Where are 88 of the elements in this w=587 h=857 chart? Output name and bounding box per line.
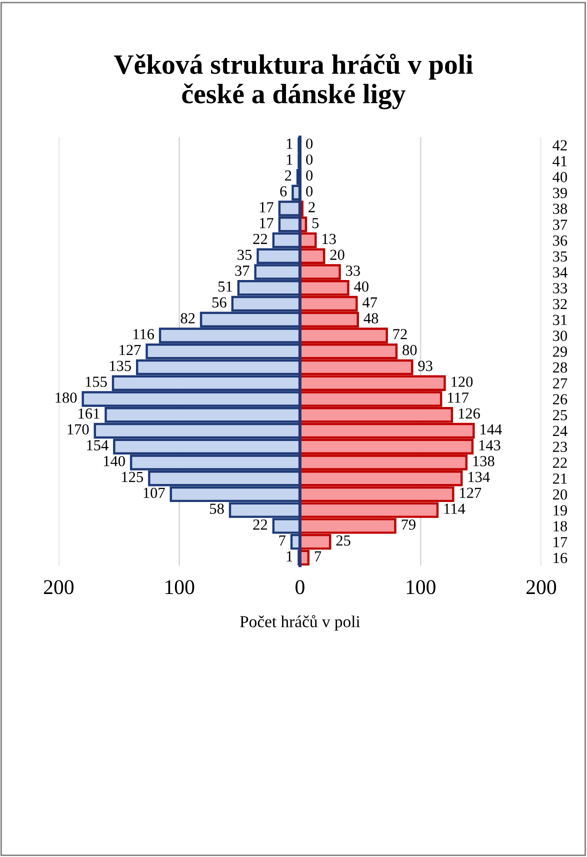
data-label: 22 <box>253 234 268 244</box>
data-label: 138 <box>473 456 494 466</box>
data-label: 6 <box>280 186 287 196</box>
y-tick-label: 29 <box>552 346 567 357</box>
data-label: 20 <box>330 250 344 260</box>
data-label: 33 <box>346 266 360 276</box>
data-label: 2 <box>285 170 292 180</box>
data-label: 0 <box>306 138 313 149</box>
data-label: 0 <box>306 186 313 196</box>
data-label: 17 <box>260 218 274 228</box>
y-tick-label: 32 <box>553 298 567 310</box>
x-tick-label: 200 <box>526 580 556 594</box>
y-tick-label: 20 <box>552 489 568 500</box>
data-label: 17 <box>260 202 274 212</box>
data-label: 114 <box>444 504 466 514</box>
y-tick-label: 17 <box>554 537 568 548</box>
data-label: 170 <box>68 424 89 435</box>
y-tick-label: 22 <box>552 458 567 468</box>
data-label: 13 <box>322 234 336 244</box>
data-label: 144 <box>480 424 502 434</box>
data-label: 22 <box>253 520 268 530</box>
data-label: 161 <box>78 408 100 419</box>
data-label: 1 <box>286 138 292 149</box>
data-label: 47 <box>362 297 378 308</box>
data-label: 80 <box>402 344 417 356</box>
data-label: 37 <box>235 266 250 276</box>
data-label: 135 <box>110 360 131 372</box>
data-label: 120 <box>452 376 473 387</box>
y-tick-label: 41 <box>552 156 567 166</box>
y-tick-label: 25 <box>552 410 568 420</box>
data-label: 140 <box>104 456 125 466</box>
data-label: 5 <box>312 218 319 228</box>
data-label: 93 <box>418 360 432 372</box>
data-label: 180 <box>56 392 77 403</box>
data-label: 143 <box>479 440 500 450</box>
y-tick-label: 26 <box>552 394 568 404</box>
x-tick-label: 200 <box>44 580 74 594</box>
data-label: 0 <box>306 154 313 165</box>
y-tick-label: 27 <box>552 378 568 388</box>
data-label: 125 <box>122 472 144 482</box>
data-label: 1 <box>286 551 292 562</box>
y-tick-label: 37 <box>553 220 568 230</box>
data-label: 155 <box>86 376 107 387</box>
y-tick-label: 30 <box>553 330 568 341</box>
chart-title: Věková struktura hráčů v poli české a dánské ligy <box>114 54 473 110</box>
data-label: 1 <box>286 154 292 165</box>
data-label: 7 <box>314 551 322 562</box>
data-label: 82 <box>180 313 195 324</box>
x-tick-label: 100 <box>406 580 436 594</box>
y-tick-label: 36 <box>553 235 568 246</box>
data-label: 51 <box>218 281 232 292</box>
y-tick-label: 40 <box>552 172 568 182</box>
data-label: 25 <box>336 535 350 546</box>
x-tick-label: 100 <box>166 580 194 594</box>
data-label: 40 <box>354 281 368 292</box>
y-tick-label: 34 <box>553 267 568 278</box>
data-label: 48 <box>364 313 378 324</box>
y-tick-label: 28 <box>552 362 568 373</box>
y-tick-label: 35 <box>553 251 568 262</box>
data-label: 7 <box>279 535 286 546</box>
data-label: 116 <box>133 329 154 340</box>
data-label: 134 <box>468 472 490 482</box>
y-tick-label: 23 <box>552 442 568 452</box>
y-tick-label: 39 <box>553 188 567 198</box>
data-label: 79 <box>402 520 416 530</box>
data-label: 0 <box>306 170 313 181</box>
y-tick-label: 18 <box>554 521 568 532</box>
data-label: 117 <box>448 392 469 403</box>
y-tick-label: 16 <box>554 552 568 564</box>
data-label: 2 <box>308 202 315 212</box>
x-axis-title: Počet hráčů v poli <box>240 615 360 631</box>
data-label: 126 <box>458 408 480 419</box>
y-tick-label: 21 <box>552 474 567 484</box>
x-tick-label: 0 <box>296 580 304 594</box>
data-label: 72 <box>393 329 407 340</box>
y-tick-label: 33 <box>553 283 568 294</box>
data-label: 127 <box>460 488 482 498</box>
data-label: 127 <box>120 344 141 356</box>
y-tick-label: 42 <box>552 140 567 150</box>
y-tick-label: 38 <box>553 204 568 214</box>
data-label: 56 <box>212 297 226 308</box>
data-label: 107 <box>144 488 165 498</box>
y-tick-label: 19 <box>554 505 567 516</box>
data-label: 58 <box>210 504 224 514</box>
data-label: 154 <box>87 440 108 450</box>
y-tick-label: 24 <box>552 426 568 436</box>
data-label: 35 <box>238 250 252 260</box>
y-tick-label: 31 <box>553 314 567 326</box>
